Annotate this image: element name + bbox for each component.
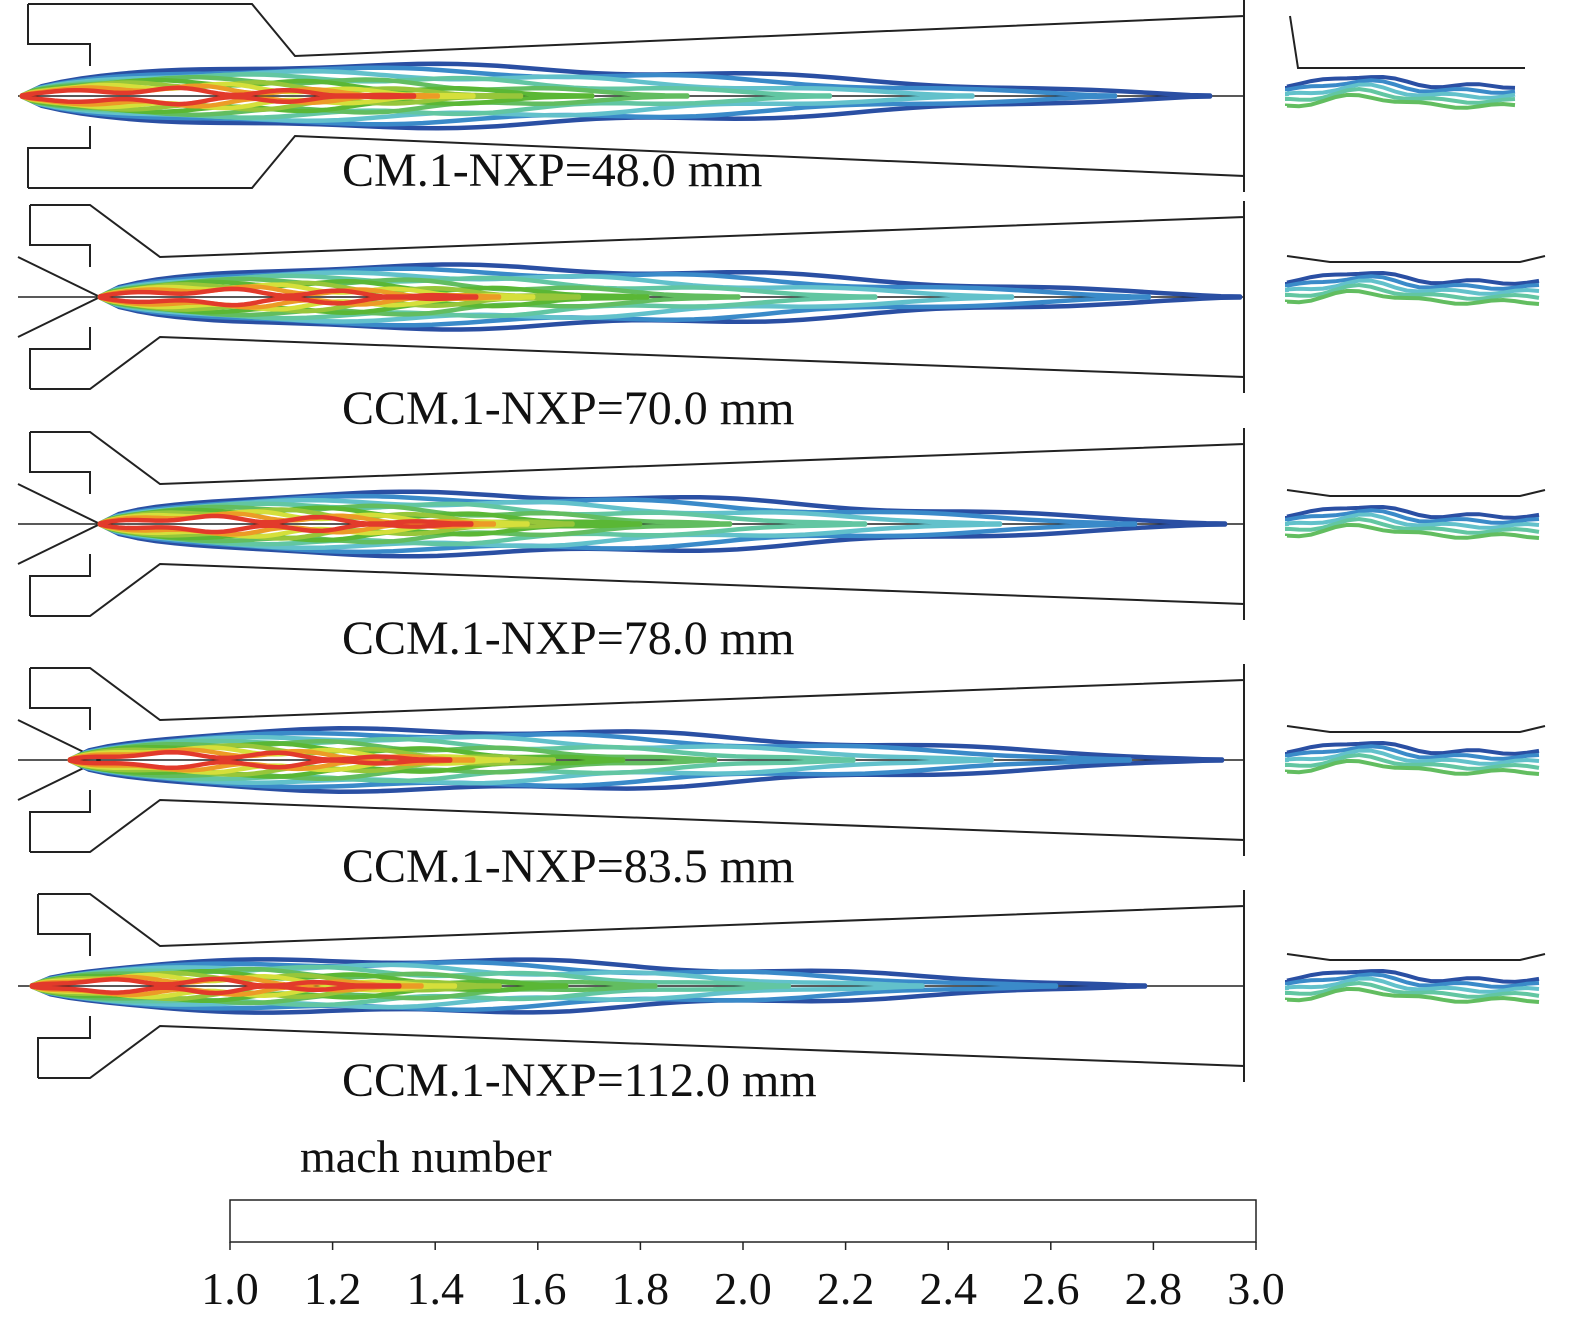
panel-3-inset-band-3 bbox=[1285, 512, 1540, 530]
tick-label-5: 1.8 bbox=[612, 1263, 670, 1314]
panel-2-contour-10 bbox=[97, 286, 479, 308]
panel-4-inset-band-1 bbox=[1285, 740, 1540, 756]
colorbar-ticks: 1.0 1.2 1.4 1.6 1.8 2.0 2.2 2.4 2.6 2.8 3.0 bbox=[201, 1242, 1285, 1314]
panel-2-inset-band-1 bbox=[1285, 270, 1540, 286]
panel-1-upper-wall bbox=[27, 0, 1245, 66]
panel-1-contour-1 bbox=[19, 61, 1213, 131]
panel-4-contour-10 bbox=[67, 749, 453, 771]
panel-5-inset-band-4 bbox=[1285, 980, 1540, 999]
panel-1-inset-band-3 bbox=[1285, 82, 1516, 100]
panel-3-inset-band-5 bbox=[1285, 522, 1540, 540]
panel-2-contour-3 bbox=[97, 270, 1015, 324]
panel-4-contour-7 bbox=[67, 743, 557, 777]
panel-1-contour-2 bbox=[19, 65, 1118, 127]
tick-label-9: 2.6 bbox=[1022, 1263, 1080, 1314]
panel-1-inset-band-4 bbox=[1285, 86, 1516, 105]
panel-5-contour-8 bbox=[29, 972, 458, 1000]
tick-label-6: 2.0 bbox=[714, 1263, 772, 1314]
panel-2-inset-wall bbox=[1286, 255, 1546, 263]
panel-4: CCM.1-NXP=83.5 mm bbox=[17, 664, 1546, 893]
panel-1-contour-3 bbox=[19, 68, 975, 124]
panel-5-inset-band-3 bbox=[1285, 976, 1540, 994]
legend-title: mach number bbox=[300, 1131, 552, 1182]
panel-1-inset-band-1 bbox=[1285, 74, 1516, 90]
tick-label-11: 3.0 bbox=[1227, 1263, 1285, 1314]
panel-2: CCM.1-NXP=70.0 mm bbox=[17, 201, 1546, 435]
panel-5: CCM.1-NXP=112.0 mm bbox=[18, 890, 1546, 1107]
panel-3-inset-band-2 bbox=[1285, 508, 1540, 525]
colorbar bbox=[229, 1199, 1257, 1243]
panel-1-label: CM.1-NXP=48.0 mm bbox=[342, 144, 762, 197]
panel-2-upper-wall bbox=[29, 201, 1245, 267]
panel-2-inset-band-2 bbox=[1285, 274, 1540, 291]
panel-5-contour-5 bbox=[29, 966, 658, 1006]
panel-1-inset-band-2 bbox=[1285, 78, 1516, 95]
panel-1-contour-4 bbox=[19, 72, 833, 120]
panel-3-contour-9 bbox=[97, 511, 497, 537]
panel-4-label: CCM.1-NXP=83.5 mm bbox=[342, 840, 794, 893]
tick-label-4: 1.6 bbox=[509, 1263, 567, 1314]
panel-3-inset-wall bbox=[1286, 489, 1546, 497]
panel-2-inset-band-3 bbox=[1285, 278, 1540, 296]
panel-3-label: CCM.1-NXP=78.0 mm bbox=[342, 612, 794, 665]
panel-3-contour-10 bbox=[97, 513, 474, 535]
panel-1-inset-band-5 bbox=[1285, 92, 1516, 110]
panel-5-contour-6 bbox=[29, 968, 569, 1004]
panel-3-contour-2 bbox=[97, 493, 1138, 555]
panel-3-upper-wall bbox=[29, 428, 1245, 494]
panel-3-inset-band-1 bbox=[1285, 504, 1540, 520]
panel-4-upper-wall bbox=[29, 664, 1245, 730]
panel-1-contour-10 bbox=[19, 85, 417, 107]
panel-2-inset-band-4 bbox=[1285, 282, 1540, 301]
panel-1: CM.1-NXP=48.0 mm bbox=[18, 0, 1525, 197]
panel-4-contour-1 bbox=[67, 726, 1225, 794]
panel-4-inset-wall bbox=[1286, 725, 1546, 733]
panel-2-contour-1 bbox=[97, 262, 1243, 332]
tick-label-7: 2.2 bbox=[817, 1263, 875, 1314]
tick-label-2: 1.2 bbox=[304, 1263, 362, 1314]
panel-4-contour-8 bbox=[67, 745, 511, 775]
tick-label-10: 2.8 bbox=[1125, 1263, 1183, 1314]
panel-3-contour-1 bbox=[97, 489, 1228, 559]
panel-5-upper-wall bbox=[37, 890, 1245, 956]
panel-5-inset-band-5 bbox=[1285, 986, 1540, 1004]
panel-4-contour-9 bbox=[67, 747, 476, 773]
panel-2-inset-band-5 bbox=[1285, 288, 1540, 306]
panel-2-label: CCM.1-NXP=70.0 mm bbox=[342, 382, 794, 435]
panel-4-inset-band-5 bbox=[1285, 758, 1540, 776]
tick-label-8: 2.4 bbox=[919, 1263, 977, 1314]
panel-1-inset-wall bbox=[1289, 15, 1525, 69]
panel-3: CCM.1-NXP=78.0 mm bbox=[17, 428, 1546, 665]
panel-2-contour-2 bbox=[97, 266, 1152, 328]
panel-3-inset-band-4 bbox=[1285, 516, 1540, 535]
panel-3-lower-wall bbox=[29, 554, 1245, 620]
panel-5-contour-9 bbox=[29, 974, 424, 998]
panel-4-inset-band-4 bbox=[1285, 752, 1540, 771]
panel-4-inset-band-3 bbox=[1285, 748, 1540, 766]
panel-5-label: CCM.1-NXP=112.0 mm bbox=[342, 1054, 817, 1107]
tick-label-1: 1.0 bbox=[201, 1263, 259, 1314]
panel-5-contour-10 bbox=[29, 976, 402, 996]
panel-5-inset-wall bbox=[1286, 953, 1546, 961]
nozzle-panels: CM.1-NXP=48.0 mm CCM.1-NXP=70.0 mm CCM.1-N… bbox=[17, 0, 1546, 1107]
panel-5-inset-band-1 bbox=[1285, 968, 1540, 984]
colorbar-frame bbox=[229, 1199, 1257, 1243]
panel-4-inset-band-2 bbox=[1285, 744, 1540, 761]
panel-5-contour-7 bbox=[29, 970, 502, 1002]
tick-label-3: 1.4 bbox=[406, 1263, 464, 1314]
panel-5-inset-band-2 bbox=[1285, 972, 1540, 989]
